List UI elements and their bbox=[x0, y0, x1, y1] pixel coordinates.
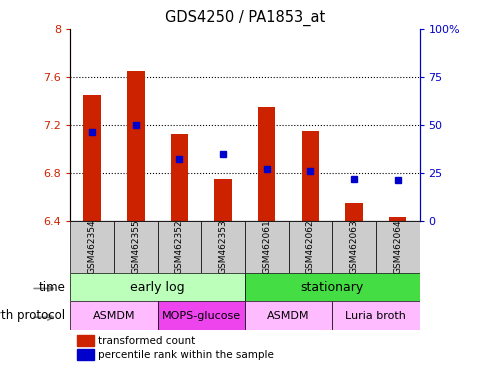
Bar bbox=[157, 221, 201, 273]
Text: GSM462063: GSM462063 bbox=[349, 219, 358, 274]
Bar bbox=[70, 301, 157, 330]
Bar bbox=[83, 95, 101, 221]
Bar bbox=[257, 107, 275, 221]
Bar bbox=[345, 203, 362, 221]
Bar bbox=[70, 273, 244, 301]
Bar bbox=[127, 71, 144, 221]
Bar bbox=[244, 273, 419, 301]
Text: stationary: stationary bbox=[300, 281, 363, 293]
Bar bbox=[388, 217, 406, 221]
Bar bbox=[375, 221, 419, 273]
Text: GSM462353: GSM462353 bbox=[218, 219, 227, 274]
Text: Luria broth: Luria broth bbox=[345, 311, 406, 321]
Text: ASMDM: ASMDM bbox=[92, 311, 135, 321]
Bar bbox=[244, 301, 332, 330]
Text: GSM462354: GSM462354 bbox=[88, 219, 96, 274]
Text: transformed count: transformed count bbox=[98, 336, 195, 346]
Bar bbox=[77, 335, 94, 346]
Bar bbox=[244, 221, 288, 273]
Bar bbox=[288, 221, 332, 273]
Bar bbox=[332, 301, 419, 330]
Text: MOPS-glucose: MOPS-glucose bbox=[161, 311, 241, 321]
Bar bbox=[214, 179, 231, 221]
Bar bbox=[70, 221, 114, 273]
Text: early log: early log bbox=[130, 281, 184, 293]
Text: ASMDM: ASMDM bbox=[267, 311, 309, 321]
Text: percentile rank within the sample: percentile rank within the sample bbox=[98, 349, 273, 359]
Text: GSM462062: GSM462062 bbox=[305, 219, 314, 274]
Text: GSM462064: GSM462064 bbox=[393, 219, 401, 274]
Bar bbox=[201, 221, 244, 273]
Text: GSM462061: GSM462061 bbox=[262, 219, 271, 274]
Title: GDS4250 / PA1853_at: GDS4250 / PA1853_at bbox=[165, 10, 324, 26]
Bar bbox=[332, 221, 375, 273]
Bar bbox=[77, 349, 94, 360]
Bar bbox=[301, 131, 318, 221]
Text: GSM462352: GSM462352 bbox=[175, 219, 183, 274]
Bar bbox=[114, 221, 157, 273]
Bar bbox=[170, 134, 188, 221]
Text: GSM462355: GSM462355 bbox=[131, 219, 140, 274]
Text: time: time bbox=[39, 281, 65, 293]
Bar bbox=[157, 301, 244, 330]
Text: growth protocol: growth protocol bbox=[0, 310, 65, 322]
